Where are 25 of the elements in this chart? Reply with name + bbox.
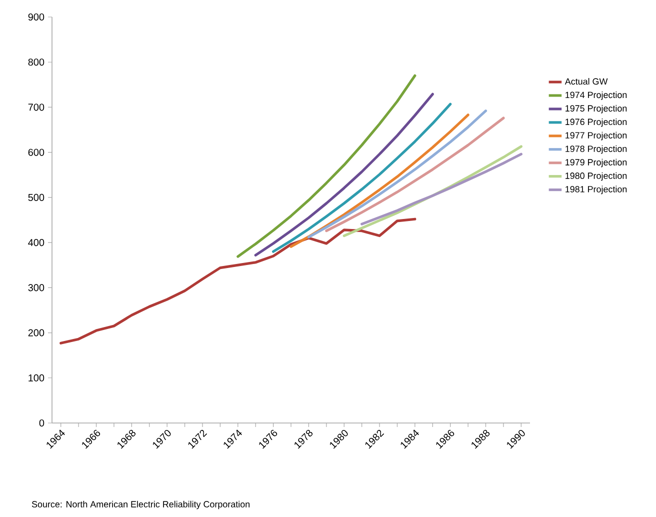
legend-label: 1976 Projection — [566, 118, 627, 127]
y-tick-label: 100 — [28, 374, 44, 382]
legend-label: 1978 Projection — [566, 145, 627, 154]
y-tick-label: 200 — [28, 329, 44, 336]
legend-label: 1980 Projection — [566, 172, 627, 181]
y-tick-label: 600 — [28, 148, 44, 156]
line-series — [272, 102, 452, 253]
legend-label: 1977 Projection — [566, 132, 627, 140]
y-tick-label: 900 — [28, 13, 44, 21]
y-tick-label: 300 — [28, 284, 44, 292]
y-tick-label: 700 — [28, 104, 44, 111]
line-series — [236, 74, 416, 258]
legend-label: 1974 Projection — [566, 92, 627, 100]
legend-label: Actual GW — [564, 78, 608, 85]
legend-label: 1979 Projection — [566, 158, 627, 168]
y-tick-label: 400 — [28, 239, 44, 246]
line-series — [360, 152, 522, 226]
legend-label: 1981 Projection — [566, 186, 627, 194]
line-series — [254, 92, 434, 256]
line-series — [307, 110, 488, 238]
y-tick-label: 500 — [28, 194, 44, 201]
source-note: Source: North American Electric Reliability Corporation — [32, 500, 250, 510]
legend-label: 1975 Projection — [566, 104, 627, 114]
y-tick-label: 800 — [28, 58, 44, 66]
y-tick-label: 0 — [39, 419, 44, 427]
